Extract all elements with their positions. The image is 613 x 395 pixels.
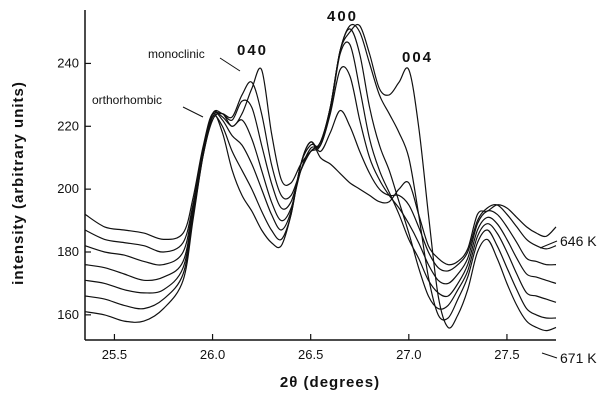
series-line-6 <box>84 23 557 321</box>
y-axis-label: intensity (arbitrary units) <box>10 81 27 285</box>
series-line-1 <box>84 112 557 266</box>
axes <box>84 10 556 341</box>
x-axis-label: 2θ (degrees) <box>280 374 380 391</box>
peak-label-400: 400 <box>327 8 358 25</box>
peak-label-040: 040 <box>237 42 268 59</box>
y-tick-label: 180 <box>57 244 79 259</box>
series-line-2 <box>84 109 557 272</box>
series-curves <box>84 23 557 332</box>
annotation-orthorhombic: orthorhombic <box>92 93 162 107</box>
temperature-label-646k: 646 K <box>560 233 597 249</box>
x-ticks: 25.5 26.0 26.5 27.0 27.5 <box>102 334 520 362</box>
temperature-label-671k: 671 K <box>560 350 597 366</box>
annotation-monoclinic-pointer <box>219 57 241 72</box>
series-line-7 <box>84 23 557 332</box>
series-line-4 <box>84 41 557 298</box>
annotation-monoclinic: monoclinic <box>148 47 205 61</box>
x-tick-label: 26.5 <box>298 347 323 362</box>
series-line-5 <box>84 28 557 310</box>
y-tick-label: 240 <box>57 55 79 70</box>
temperature-646k-pointer <box>539 240 558 249</box>
y-tick-label: 160 <box>57 307 79 322</box>
peak-label-004: 004 <box>402 49 433 66</box>
annotation-orthorhombic-pointer <box>182 106 204 118</box>
y-tick-label: 220 <box>57 118 79 133</box>
x-tick-label: 25.5 <box>102 347 127 362</box>
x-tick-label: 27.0 <box>396 347 421 362</box>
x-tick-label: 26.0 <box>200 347 225 362</box>
temperature-671k-pointer <box>541 352 558 359</box>
y-ticks: 160 180 200 220 240 <box>57 55 91 322</box>
y-tick-label: 200 <box>57 181 79 196</box>
x-tick-label: 27.5 <box>494 347 519 362</box>
